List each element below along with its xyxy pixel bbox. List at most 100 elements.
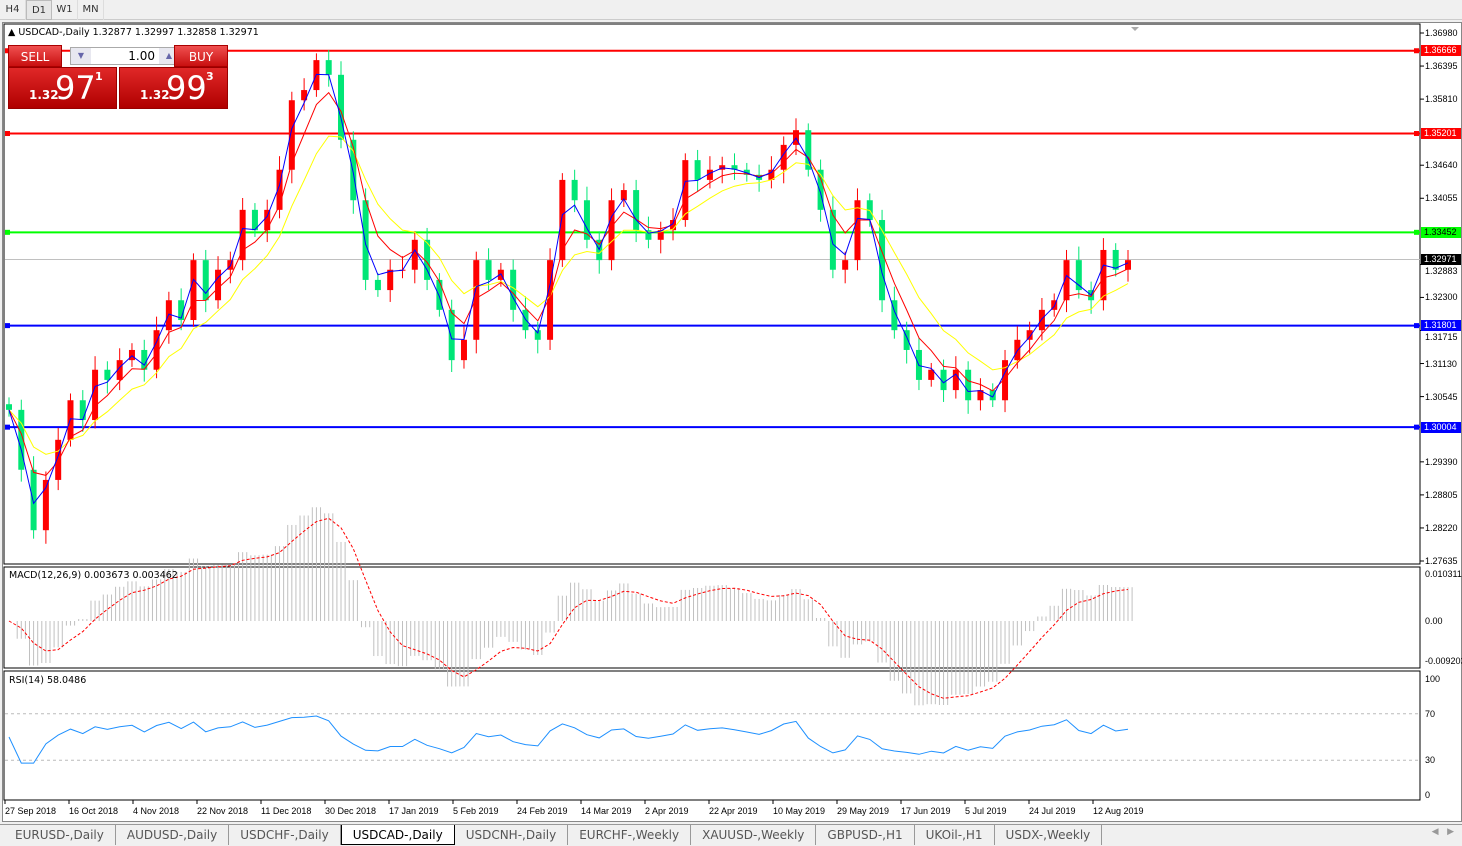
chart-tab[interactable]: UKOil-,H1 bbox=[915, 825, 995, 845]
price-axis-label: 1.28805 bbox=[1425, 489, 1458, 500]
chart-tab[interactable]: EURCHF-,Weekly bbox=[568, 825, 692, 845]
chart-tab[interactable]: USDCNH-,Daily bbox=[455, 825, 569, 845]
rsi-axis-label: 0 bbox=[1425, 790, 1431, 800]
candle-body bbox=[1038, 309, 1045, 331]
sell-button[interactable]: SELL bbox=[8, 45, 62, 67]
chart-tab[interactable]: AUDUSD-,Daily bbox=[116, 825, 230, 845]
candle-body bbox=[190, 260, 197, 321]
candle-body bbox=[301, 90, 308, 101]
collapse-triangle-icon[interactable]: ▲ bbox=[8, 27, 16, 38]
candle-body bbox=[411, 239, 418, 270]
chart-tabs: EURUSD-,Daily AUDUSD-,Daily USDCHF-,Daily U… bbox=[0, 824, 1462, 846]
timeframe-d1[interactable]: D1 bbox=[26, 0, 52, 20]
moving-average-fast bbox=[8, 73, 1129, 505]
date-axis-label: 17 Jan 2019 bbox=[389, 806, 439, 816]
chart-window[interactable] bbox=[2, 22, 1462, 822]
candle-body bbox=[682, 160, 689, 221]
candle-body bbox=[485, 260, 492, 280]
buy-price-pips: 99 bbox=[166, 69, 207, 107]
price-axis-label: 1.31130 bbox=[1425, 358, 1457, 369]
level-price-tag: 1.36666 bbox=[1421, 45, 1461, 57]
buy-price[interactable]: 1.32 99 3 bbox=[119, 67, 228, 109]
decrease-lot-icon[interactable]: ▼ bbox=[71, 48, 91, 64]
candle-body bbox=[965, 369, 972, 401]
lot-size-stepper[interactable]: ▼ 1.00 ▲ bbox=[70, 47, 180, 65]
level-price-tag: 1.30004 bbox=[1421, 421, 1461, 433]
date-axis-label: 4 Nov 2018 bbox=[133, 806, 180, 816]
candle-body bbox=[448, 309, 455, 361]
candle-body bbox=[805, 130, 812, 170]
candle-body bbox=[1063, 260, 1070, 301]
date-axis-label: 27 Sep 2018 bbox=[5, 806, 57, 816]
candle-body bbox=[768, 169, 775, 180]
timeframe-toolbar: H4 D1 W1 MN bbox=[0, 0, 1462, 20]
macd-axis-label: 0.010311 bbox=[1425, 569, 1462, 579]
candle-body bbox=[1051, 300, 1058, 310]
candle-body bbox=[79, 400, 86, 421]
candle-body bbox=[583, 200, 590, 240]
chart-tab[interactable]: XAUUSD-,Weekly bbox=[691, 825, 817, 845]
rsi-line bbox=[8, 715, 1129, 764]
price-axis-label: 1.34640 bbox=[1425, 160, 1458, 171]
candle-body bbox=[657, 230, 664, 240]
rsi-axis-label: 70 bbox=[1425, 708, 1436, 719]
chart-tab[interactable]: USDX-,Weekly bbox=[995, 825, 1103, 845]
chart-tab[interactable]: GBPUSD-,H1 bbox=[816, 825, 915, 845]
lot-size-input[interactable]: 1.00 bbox=[128, 49, 155, 63]
date-axis-label: 11 Dec 2018 bbox=[261, 806, 312, 816]
shift-marker-icon bbox=[1131, 27, 1139, 31]
candle-body bbox=[989, 390, 996, 401]
price-axis-label: 1.29390 bbox=[1425, 456, 1458, 467]
moving-average-mid bbox=[8, 91, 1129, 476]
price-axis-label: 1.32300 bbox=[1425, 292, 1458, 303]
candle-body bbox=[460, 339, 467, 361]
candle-body bbox=[325, 60, 332, 75]
date-axis-label: 10 May 2019 bbox=[773, 806, 826, 816]
buy-button[interactable]: BUY bbox=[174, 45, 228, 67]
candle-body bbox=[92, 369, 99, 421]
rsi-axis-label: 30 bbox=[1425, 755, 1436, 766]
date-axis-label: 16 Oct 2018 bbox=[69, 806, 119, 816]
candle-body bbox=[559, 179, 566, 261]
sell-price-prefix: 1.32 bbox=[29, 88, 59, 102]
timeframe-mn[interactable]: MN bbox=[78, 0, 104, 20]
sell-price[interactable]: 1.32 97 1 bbox=[8, 67, 117, 109]
candle-body bbox=[104, 369, 111, 380]
chart-tab[interactable]: USDCAD-,Daily bbox=[340, 825, 455, 845]
date-axis-label: 5 Feb 2019 bbox=[453, 806, 499, 816]
candle-body bbox=[780, 144, 787, 170]
macd-panel-border bbox=[3, 566, 1421, 669]
timeframe-h4[interactable]: H4 bbox=[0, 0, 26, 20]
date-axis-label: 14 Mar 2019 bbox=[581, 806, 632, 816]
candle-body bbox=[362, 200, 369, 280]
date-axis-label: 22 Nov 2018 bbox=[197, 806, 249, 816]
buy-price-fraction: 3 bbox=[206, 70, 214, 83]
candle-body bbox=[42, 479, 49, 531]
rsi-panel-border bbox=[3, 670, 1421, 801]
candle-body bbox=[1100, 249, 1107, 301]
candle-body bbox=[1075, 260, 1082, 291]
symbol-info: ▲ USDCAD-,Daily 1.32877 1.32997 1.32858 … bbox=[8, 27, 259, 38]
tab-scroll-arrows[interactable]: ◀ ▶ bbox=[1431, 827, 1454, 837]
candle-body bbox=[436, 279, 443, 310]
price-axis-label: 1.36980 bbox=[1425, 28, 1458, 38]
candle-body bbox=[1125, 260, 1131, 270]
price-axis-label: 1.30545 bbox=[1425, 391, 1458, 402]
candle-body bbox=[743, 169, 750, 175]
macd-label: MACD(12,26,9) 0.003673 0.003462 bbox=[9, 570, 178, 581]
level-handle bbox=[5, 48, 10, 54]
rsi-label: RSI(14) 58.0486 bbox=[9, 675, 87, 686]
current-price-tag: 1.32971 bbox=[1421, 254, 1461, 265]
candle-body bbox=[571, 179, 578, 201]
candle-body bbox=[694, 160, 701, 180]
chart-tab[interactable]: EURUSD-,Daily bbox=[4, 825, 116, 845]
candle-body bbox=[387, 269, 394, 291]
chart-tab[interactable]: USDCHF-,Daily bbox=[229, 825, 341, 845]
moving-average-slow bbox=[8, 135, 1129, 455]
candle-body bbox=[424, 239, 431, 280]
buy-price-prefix: 1.32 bbox=[140, 88, 170, 102]
candle-body bbox=[6, 404, 12, 410]
candle-body bbox=[30, 469, 37, 531]
timeframe-w1[interactable]: W1 bbox=[52, 0, 78, 20]
